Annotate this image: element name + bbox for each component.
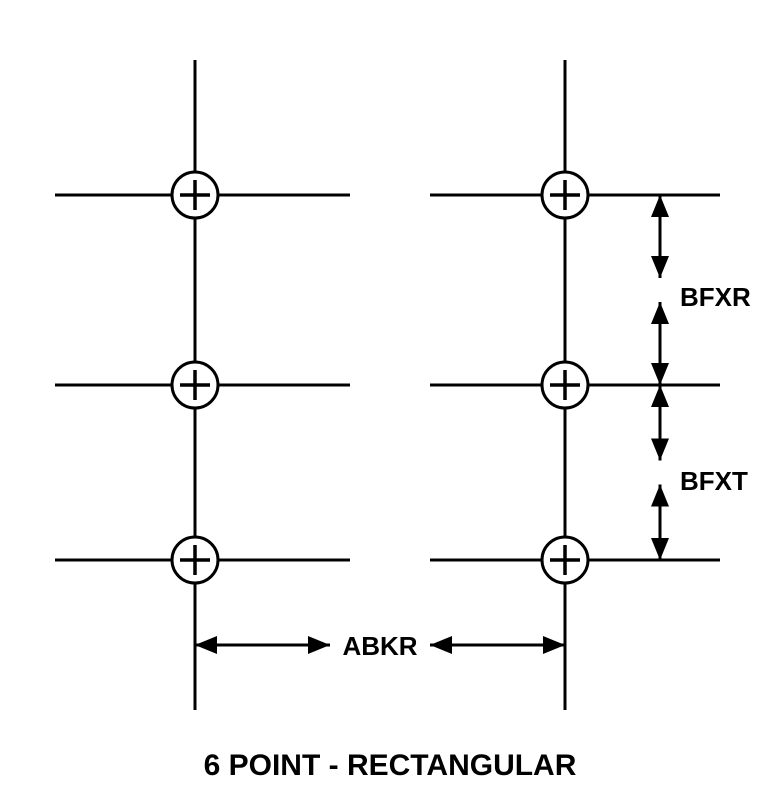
mounting-point-icon xyxy=(542,172,588,218)
mounting-point-icon xyxy=(542,537,588,583)
dim-label-bfxt: BFXT xyxy=(680,466,748,496)
dim-label-bfxr: BFXR xyxy=(680,282,751,312)
mounting-point-icon xyxy=(172,537,218,583)
mounting-points xyxy=(172,172,588,583)
mounting-point-icon xyxy=(172,172,218,218)
mounting-point-icon xyxy=(172,362,218,408)
diagram-caption: 6 POINT - RECTANGULAR xyxy=(204,749,577,782)
mounting-point-icon xyxy=(542,362,588,408)
dim-label-abkr: ABKR xyxy=(342,631,417,661)
mounting-pattern-diagram: 6 POINT - RECTANGULAR BFXR BFXT ABKR xyxy=(0,0,780,810)
